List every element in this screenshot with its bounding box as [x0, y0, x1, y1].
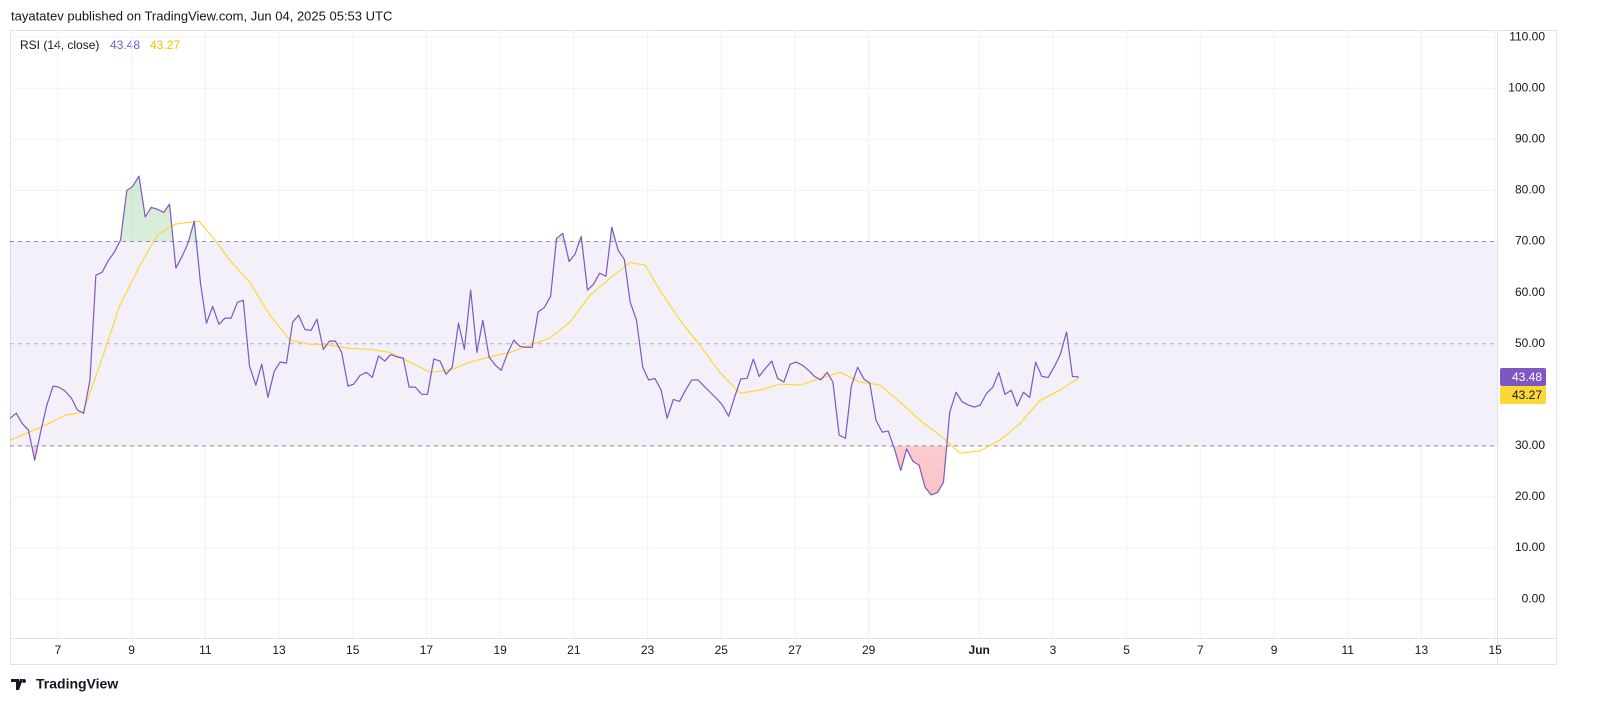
- x-tick-label: 13: [1415, 643, 1429, 657]
- x-tick-label: 15: [346, 643, 360, 657]
- x-tick-label: 11: [1342, 643, 1355, 657]
- series-line: [9, 175, 1079, 496]
- x-tick-label: 11: [199, 643, 212, 657]
- footer-logo: TradingView: [11, 676, 118, 692]
- x-tick-label: 13: [272, 643, 286, 657]
- price-badge-label: 43.27: [1512, 388, 1542, 402]
- x-tick-label: 7: [55, 643, 62, 657]
- x-tick-label: 7: [1197, 643, 1204, 657]
- price-badge: [1500, 386, 1546, 405]
- legend: RSI (14, close) 43.48 43.27: [20, 38, 180, 52]
- x-tick-label: 29: [862, 643, 876, 657]
- frame: [10, 30, 1557, 665]
- y-tick-label: 110.00: [1509, 29, 1545, 43]
- x-tick-label: 19: [493, 643, 507, 657]
- footer: TradingView: [36, 676, 118, 692]
- x-tick-label: 17: [420, 643, 434, 657]
- x-tick-label: 25: [715, 643, 729, 657]
- x-tick-label: Jun: [969, 643, 990, 657]
- x-tick-label: 5: [1123, 643, 1130, 657]
- overbought-fill: [119, 176, 616, 242]
- y-tick-label: 10.00: [1515, 540, 1545, 554]
- legend-title: RSI (14, close): [20, 38, 99, 52]
- y-tick-label: 100.00: [1508, 80, 1545, 94]
- price-badge-label: 43.48: [1512, 370, 1542, 384]
- y-tick-label: 80.00: [1515, 183, 1545, 197]
- y-tick-label: 70.00: [1515, 234, 1545, 248]
- legend-value: 43.48: [110, 38, 140, 52]
- series-line: [9, 220, 1080, 454]
- header: tayatatev published on TradingView.com, …: [11, 8, 392, 23]
- x-tick-label: 23: [641, 643, 655, 657]
- x-tick-label: 9: [1271, 643, 1278, 657]
- x-tick-label: 9: [128, 643, 135, 657]
- y-tick-label: 60.00: [1515, 285, 1545, 299]
- y-tick-label: 0.00: [1522, 591, 1546, 605]
- x-tick-label: 27: [788, 643, 802, 657]
- y-tick-label: 90.00: [1515, 132, 1545, 146]
- x-tick-label: 21: [567, 643, 581, 657]
- y-tick-label: 50.00: [1515, 336, 1545, 350]
- price-badge: [1500, 368, 1546, 387]
- y-tick-label: 30.00: [1515, 438, 1545, 452]
- x-tick-label: 3: [1050, 643, 1057, 657]
- legend-value: 43.27: [150, 38, 180, 52]
- y-tick-label: 20.00: [1515, 489, 1545, 503]
- x-tick-label: 15: [1488, 643, 1502, 657]
